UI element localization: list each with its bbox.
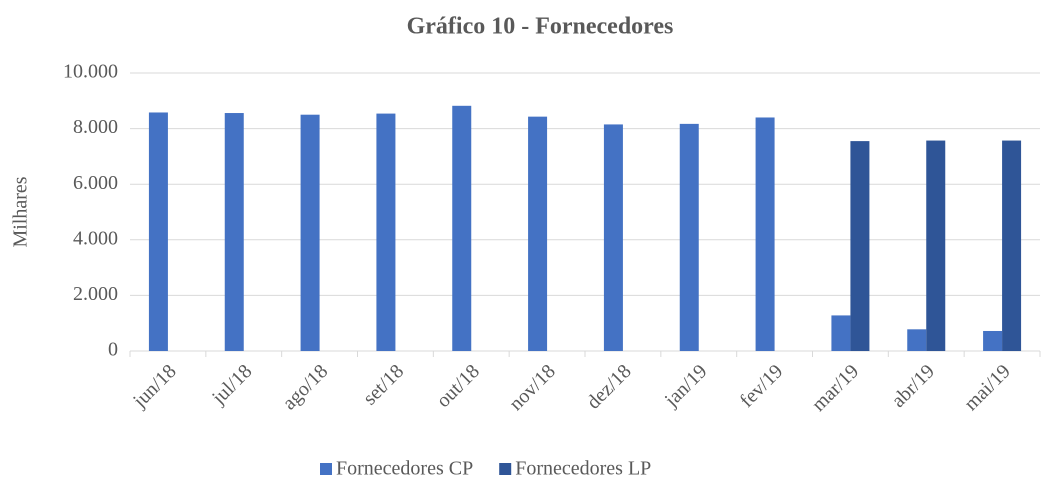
bar [907, 329, 927, 351]
bar [983, 330, 1003, 351]
bar [452, 105, 472, 351]
y-tick-label: 0 [108, 339, 118, 361]
x-tick-label: out/18 [432, 360, 484, 412]
bar [755, 117, 775, 351]
x-tick-label: mai/19 [960, 360, 1015, 415]
y-tick-label: 2.000 [73, 283, 118, 305]
bar [528, 116, 548, 352]
bar [1002, 140, 1022, 351]
x-tick-label: jun/18 [128, 360, 180, 412]
x-tick-label: abr/19 [887, 360, 939, 412]
bar [148, 112, 168, 351]
x-tick-label: jan/19 [660, 360, 712, 412]
bar [603, 124, 623, 352]
bar [376, 113, 396, 351]
bar [679, 123, 699, 352]
bar [926, 140, 946, 351]
x-tick-label: mar/19 [808, 360, 864, 416]
legend-swatch [499, 463, 512, 475]
chart-title: Gráfico 10 - Fornecedores [407, 14, 674, 40]
y-tick-label: 4.000 [73, 227, 118, 249]
y-axis-label: Milhares [10, 176, 32, 247]
y-tick-label: 6.000 [73, 172, 118, 194]
y-tick-label: 10.000 [63, 61, 118, 83]
x-tick-label: nov/18 [505, 360, 560, 415]
legend-swatch [320, 463, 332, 475]
bar [300, 114, 320, 351]
bar [224, 113, 244, 351]
x-tick-label: jul/18 [207, 360, 256, 409]
bar [850, 141, 870, 351]
x-tick-label: dez/18 [582, 360, 635, 413]
x-tick-label: fev/19 [736, 360, 788, 412]
y-tick-label: 8.000 [73, 116, 118, 138]
legend-label: Fornecedores CP [336, 458, 473, 480]
x-tick-label: set/18 [359, 360, 408, 409]
x-tick-label: ago/18 [278, 360, 332, 414]
bar [831, 315, 851, 351]
legend-label: Fornecedores LP [515, 458, 651, 480]
